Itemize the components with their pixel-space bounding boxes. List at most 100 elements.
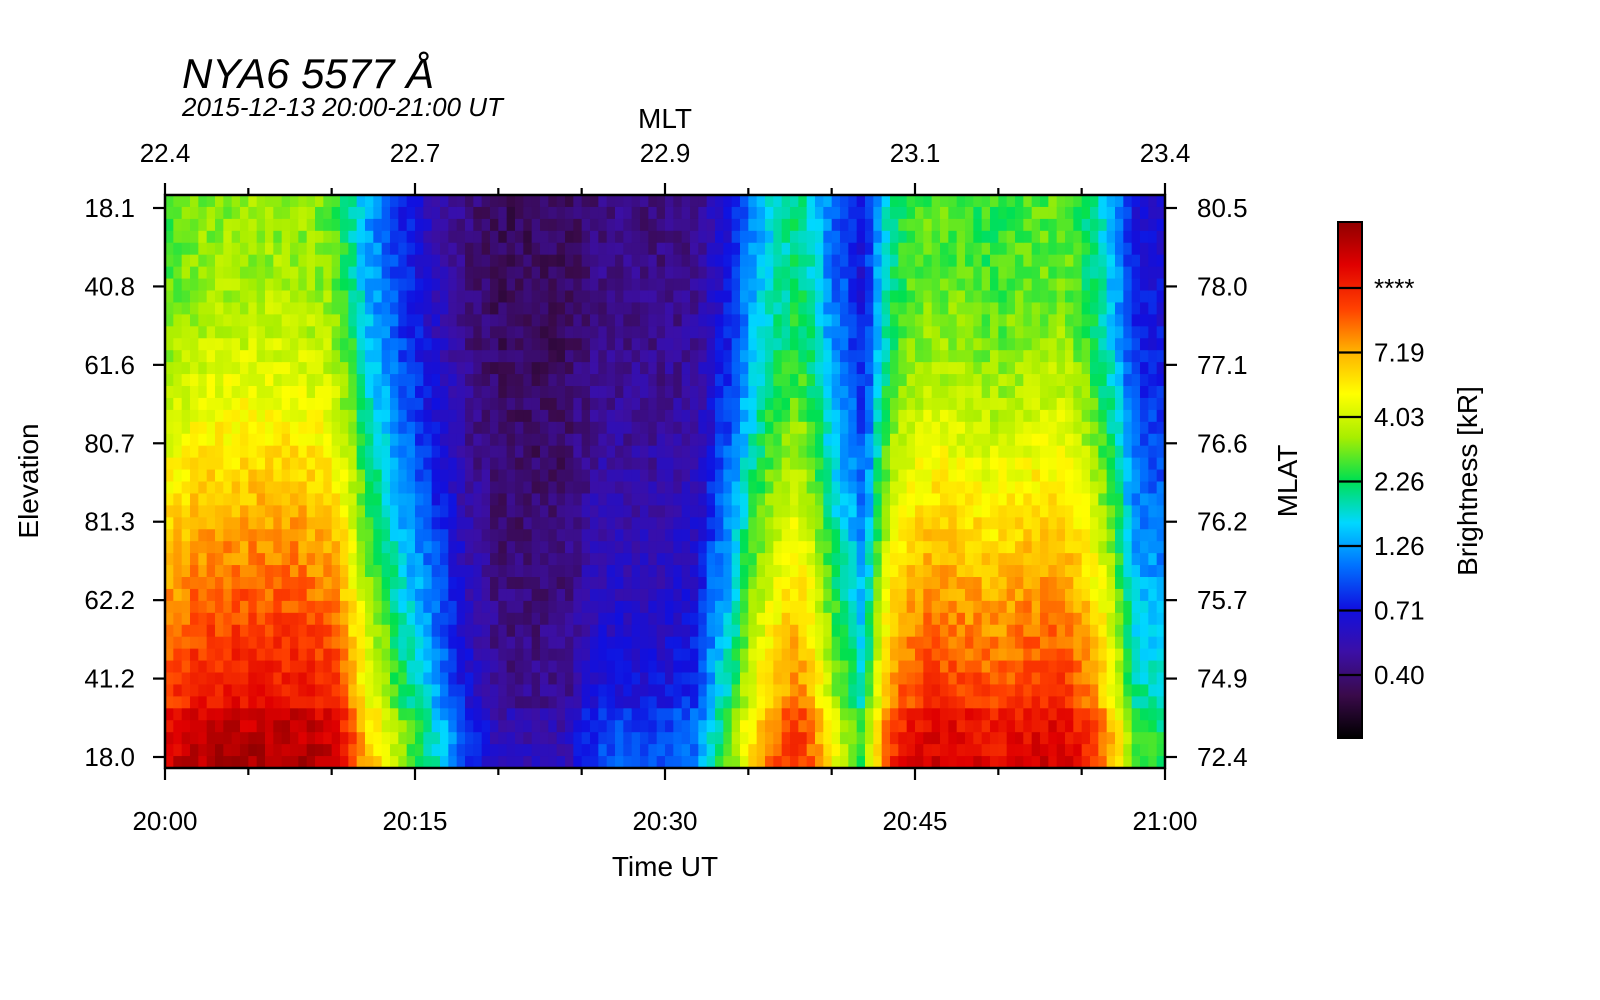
heatmap-cell <box>548 254 558 268</box>
heatmap-cell <box>340 624 349 638</box>
heatmap-cell <box>640 290 649 304</box>
heatmap-cell <box>748 541 758 554</box>
heatmap-cell <box>965 338 974 351</box>
heatmap-cell <box>473 493 483 506</box>
heatmap-cell <box>873 266 883 280</box>
heatmap-cell <box>1006 374 1016 387</box>
heatmap-cell <box>956 732 966 745</box>
heatmap-cell <box>773 684 783 697</box>
heatmap-cell <box>931 660 941 674</box>
heatmap-cell <box>340 744 349 757</box>
heatmap-cell <box>523 457 533 471</box>
heatmap-cell <box>656 636 666 650</box>
heatmap-cell <box>498 278 508 292</box>
heatmap-cell <box>273 660 283 674</box>
heatmap-cell <box>723 290 733 304</box>
heatmap-cell <box>331 708 341 721</box>
heatmap-cell <box>998 481 1008 495</box>
heatmap-cell <box>973 195 983 208</box>
heatmap-cell <box>656 684 666 697</box>
heatmap-cell <box>890 218 899 232</box>
heatmap-cell <box>523 409 533 423</box>
heatmap-cell <box>306 242 316 256</box>
heatmap-cell <box>1023 577 1033 590</box>
heatmap-cell <box>331 386 341 399</box>
heatmap-cell <box>890 242 899 256</box>
heatmap-cell <box>715 374 724 387</box>
heatmap-cell <box>906 266 916 280</box>
heatmap-cell <box>606 230 616 244</box>
heatmap-cell <box>906 696 916 709</box>
heatmap-cell <box>473 684 483 697</box>
heatmap-cell <box>948 672 958 686</box>
heatmap-cell <box>931 696 941 709</box>
heatmap-cell <box>440 565 449 578</box>
heatmap-cell <box>431 457 441 471</box>
heatmap-cell <box>615 206 624 220</box>
heatmap-cell <box>598 195 608 208</box>
heatmap-cell <box>198 720 208 733</box>
heatmap-cell <box>781 588 791 602</box>
heatmap-cell <box>640 433 649 447</box>
heatmap-cell <box>740 421 749 435</box>
heatmap-cell <box>998 672 1008 686</box>
heatmap-cell <box>340 302 349 315</box>
heatmap-cell <box>998 350 1008 363</box>
heatmap-cell <box>890 421 899 435</box>
heatmap-cell <box>740 577 749 590</box>
heatmap-cell <box>365 565 374 578</box>
heatmap-cell <box>498 660 508 674</box>
heatmap-cell <box>906 684 916 697</box>
heatmap-cell <box>573 290 583 304</box>
heatmap-cell <box>965 469 974 483</box>
heatmap-cell <box>1015 195 1024 208</box>
heatmap-cell <box>948 242 958 256</box>
heatmap-cell <box>540 278 549 292</box>
heatmap-cell <box>331 445 341 459</box>
heatmap-cell <box>565 362 574 375</box>
heatmap-cell <box>198 254 208 268</box>
heatmap-cell <box>790 565 799 578</box>
heatmap-cell <box>623 720 633 733</box>
heatmap-cell <box>415 421 424 435</box>
heatmap-cell <box>1023 493 1033 506</box>
heatmap-cell <box>798 565 808 578</box>
heatmap-cell <box>581 290 591 304</box>
heatmap-cell <box>323 577 333 590</box>
heatmap-cell <box>465 386 474 399</box>
heatmap-cell <box>823 338 833 351</box>
heatmap-cell <box>548 302 558 315</box>
heatmap-cell <box>715 505 724 518</box>
heatmap-cell <box>648 206 658 220</box>
heatmap-cell <box>190 278 199 292</box>
heatmap-cell <box>373 600 383 614</box>
heatmap-cell <box>190 290 199 304</box>
heatmap-cell <box>215 230 224 244</box>
heatmap-cell <box>756 409 766 423</box>
heatmap-cell <box>931 195 941 208</box>
heatmap-cell <box>415 577 424 590</box>
heatmap-cell <box>573 708 583 721</box>
heatmap-cell <box>715 708 724 721</box>
heatmap-cell <box>940 445 949 459</box>
heatmap-cell <box>190 386 199 399</box>
heatmap-cell <box>990 278 999 292</box>
heatmap-cell <box>998 624 1008 638</box>
heatmap-cell <box>206 529 216 542</box>
heatmap-cell <box>515 672 524 686</box>
heatmap-cell <box>640 732 649 745</box>
heatmap-cell <box>940 338 949 351</box>
heatmap-cell <box>248 660 258 674</box>
heatmap-cell <box>206 457 216 471</box>
heatmap-cell <box>890 397 899 411</box>
heatmap-cell <box>440 195 449 208</box>
heatmap-cell <box>256 648 266 662</box>
heatmap-cell <box>715 720 724 733</box>
heatmap-cell <box>373 290 383 304</box>
heatmap-cell <box>965 409 974 423</box>
heatmap-cell <box>1006 720 1016 733</box>
heatmap-cell <box>915 218 924 232</box>
heatmap-cell <box>923 421 933 435</box>
heatmap-cell <box>190 636 199 650</box>
heatmap-cell <box>906 660 916 674</box>
